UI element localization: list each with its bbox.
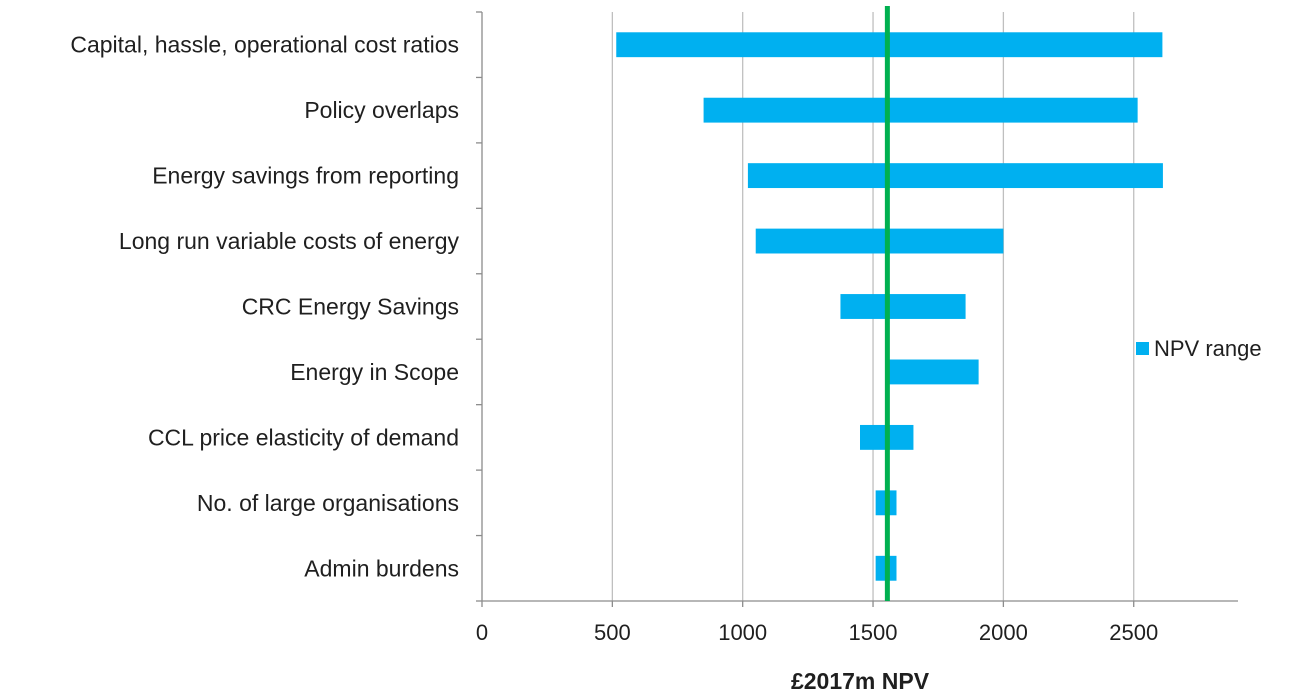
x-tick-label: 1500	[849, 620, 898, 645]
legend: NPV range	[1136, 336, 1262, 361]
npv-range-bar	[755, 228, 1004, 254]
x-tick-label: 1000	[718, 620, 767, 645]
npv-range-bar	[747, 163, 1163, 189]
x-tick-label: 2000	[979, 620, 1028, 645]
category-label: Policy overlaps	[304, 97, 459, 123]
x-tick-label: 0	[476, 620, 488, 645]
category-labels: Capital, hassle, operational cost ratios…	[70, 32, 459, 582]
category-label: Capital, hassle, operational cost ratios	[70, 32, 459, 58]
category-label: Energy savings from reporting	[152, 163, 459, 189]
x-tick-label: 2500	[1109, 620, 1158, 645]
npv-range-bar	[887, 359, 979, 385]
category-label: CCL price elasticity of demand	[148, 424, 459, 450]
category-label: Admin burdens	[304, 555, 459, 581]
axes	[476, 11, 1238, 607]
category-label: CRC Energy Savings	[242, 294, 459, 320]
x-tick-labels: 0 500 1000 1500 2000 2500	[476, 620, 1158, 645]
x-tick-label: 500	[594, 620, 631, 645]
npv-range-bar	[703, 97, 1138, 123]
npv-range-bar	[840, 294, 966, 319]
legend-swatch	[1136, 342, 1149, 355]
category-label: Long run variable costs of energy	[119, 228, 460, 254]
category-label: No. of large organisations	[197, 490, 459, 516]
category-label: Energy in Scope	[290, 359, 459, 385]
legend-label: NPV range	[1154, 336, 1262, 361]
x-axis-title: £2017m NPV	[791, 668, 930, 694]
bars	[616, 32, 1163, 581]
